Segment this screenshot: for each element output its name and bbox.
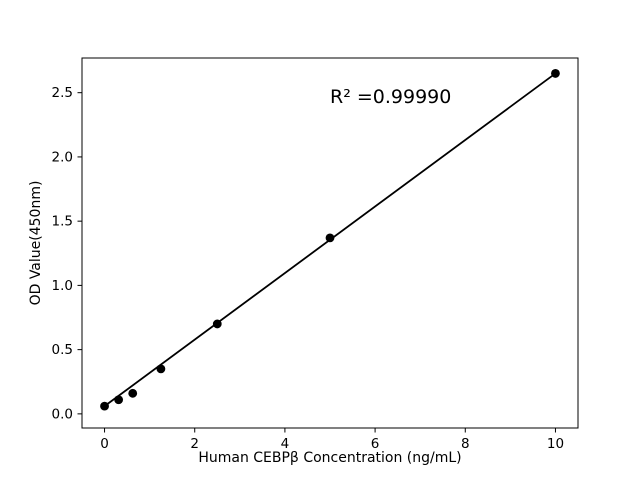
data-point	[100, 401, 109, 411]
r-squared-annotation: R² =0.99990	[330, 86, 451, 108]
data-point	[156, 364, 166, 374]
x-axis-label: Human CEBPβ Concentration (ng/mL)	[198, 450, 462, 466]
y-tick-label: 2.0	[52, 149, 73, 165]
y-tick-label: 0.5	[52, 342, 73, 358]
x-tick-label: 0	[100, 436, 109, 452]
x-tick-label: 4	[281, 436, 290, 452]
x-tick-label: 2	[190, 436, 199, 452]
data-point	[212, 319, 222, 329]
y-axis-label: OD Value(450nm)	[28, 180, 44, 306]
data-point	[128, 388, 138, 398]
y-tick-label: 0.0	[52, 406, 73, 422]
data-point	[325, 233, 335, 243]
data-point	[551, 69, 560, 78]
y-tick-label: 2.5	[52, 85, 73, 101]
x-tick-label: 6	[371, 436, 380, 452]
x-tick-label: 8	[461, 436, 470, 452]
y-tick-label: 1.5	[52, 214, 73, 230]
y-tick-label: 1.0	[52, 278, 73, 294]
plot-border	[81, 57, 579, 429]
x-tick-label: 10	[547, 436, 564, 452]
data-point	[114, 395, 124, 405]
